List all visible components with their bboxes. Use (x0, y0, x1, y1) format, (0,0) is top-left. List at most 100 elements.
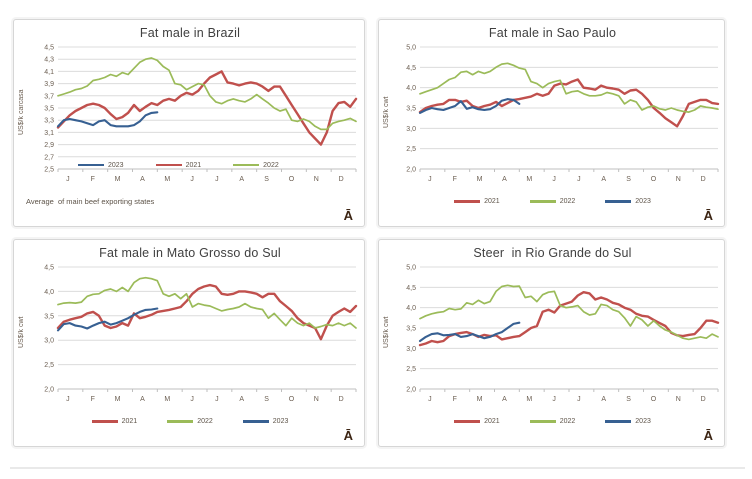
legend-swatch (529, 200, 556, 203)
legend-label: 2022 (263, 161, 279, 169)
svg-text:2,0: 2,0 (44, 387, 54, 394)
svg-text:A: A (140, 396, 145, 403)
legend-item-2021: 2021 (91, 418, 137, 425)
plot-area: 2,0 2,5 3,0 3,5 4,0 4,5 5,0 J F M A M J J A S O N D (390, 41, 724, 194)
legend-swatch (167, 420, 194, 423)
legend-swatch (605, 200, 632, 203)
svg-text:3,0: 3,0 (44, 338, 54, 345)
legend: 2023 2021 2022 (78, 159, 279, 171)
svg-text:N: N (314, 396, 319, 403)
svg-text:3,0: 3,0 (406, 346, 416, 353)
legend-label: 2023 (635, 418, 651, 425)
legend-swatch (91, 420, 118, 423)
legend-swatch (454, 420, 481, 423)
corner-glyph: Ā (703, 208, 713, 223)
svg-text:4,0: 4,0 (406, 85, 416, 92)
chart-panel-mato-grosso: Fat male in Mato Grosso do Sul US$/k cwt… (13, 239, 365, 447)
svg-text:F: F (91, 396, 95, 403)
chart-title: Fat male in Mato Grosso do Sul (99, 246, 281, 260)
svg-text:3,5: 3,5 (44, 313, 54, 320)
footnote: Average of main beef exporting states (26, 197, 155, 206)
plot-area: 2,5 2,7 2,9 3,1 3,3 3,5 3,7 3,9 4,1 4,3 4,5 J F M A M J J… (28, 41, 362, 194)
legend-item-2022: 2022 (167, 418, 213, 425)
svg-text:J: J (552, 396, 556, 403)
legend-item-2022: 2022 (529, 418, 575, 425)
svg-text:S: S (626, 396, 631, 403)
svg-text:S: S (626, 176, 631, 183)
legend-label: 2021 (484, 198, 500, 205)
svg-text:F: F (453, 176, 457, 183)
svg-text:2,7: 2,7 (44, 154, 54, 161)
legend: 2021 2022 2023 (383, 195, 722, 208)
chart-panel-brazil: Fat male in Brazil US$/k carcasa 2,5 2,7 2… (13, 19, 365, 227)
chart-body: US$/k cwt 2,0 2,5 3,0 3,5 4,0 4,5 J F M A M J J A S O N D (18, 261, 362, 414)
svg-text:O: O (651, 396, 657, 403)
svg-text:S: S (264, 176, 269, 183)
svg-text:3,5: 3,5 (406, 326, 416, 333)
svg-text:3,5: 3,5 (406, 106, 416, 113)
legend: 2021 2022 2023 (383, 415, 722, 428)
svg-text:J: J (215, 396, 219, 403)
svg-text:J: J (577, 176, 581, 183)
svg-text:M: M (477, 396, 483, 403)
svg-text:A: A (239, 176, 244, 183)
plot-wrap: 2,0 2,5 3,0 3,5 4,0 4,5 5,0 J F M A M J J A S O N D (390, 261, 724, 414)
legend-swatch (605, 420, 632, 423)
legend-label: 2021 (484, 418, 500, 425)
chart-body: US$/k carcasa 2,5 2,7 2,9 3,1 3,3 3,5 3,7 3,9 4,… (18, 41, 362, 194)
corner-glyph: Ā (703, 428, 713, 443)
legend-item-2022: 2022 (529, 198, 576, 205)
chart-title: Fat male in Sao Paulo (488, 26, 617, 40)
svg-text:A: A (502, 176, 507, 183)
svg-text:M: M (526, 396, 532, 403)
legend-label: 2022 (559, 198, 576, 205)
svg-text:2,0: 2,0 (406, 387, 416, 394)
legend-item-2021: 2021 (155, 162, 201, 169)
svg-text:D: D (339, 396, 344, 403)
legend-swatch (242, 420, 269, 423)
svg-text:J: J (190, 176, 194, 183)
svg-text:4,1: 4,1 (44, 69, 54, 76)
legend-swatch (155, 163, 182, 167)
svg-text:O: O (289, 176, 295, 183)
svg-text:A: A (502, 396, 507, 403)
svg-text:N: N (676, 176, 681, 183)
svg-text:4,0: 4,0 (44, 289, 54, 296)
svg-text:3,1: 3,1 (44, 130, 54, 137)
svg-text:M: M (164, 176, 170, 183)
legend: 2021 2022 2023 (18, 415, 362, 428)
svg-text:M: M (115, 176, 121, 183)
svg-text:2,9: 2,9 (44, 142, 54, 149)
chart-panel-rio-grande: Steer in Rio Grande do Sul US$/k cwt 2,0… (378, 239, 725, 447)
svg-text:O: O (289, 396, 295, 403)
svg-text:A: A (140, 176, 145, 183)
svg-text:2,5: 2,5 (406, 146, 416, 153)
plot-wrap: 2,0 2,5 3,0 3,5 4,0 4,5 5,0 J F M A M J J A S O N D (390, 41, 724, 194)
svg-text:F: F (453, 396, 457, 403)
legend-item-2023: 2023 (605, 418, 651, 425)
svg-text:A: A (601, 176, 606, 183)
corner-glyph: Ā (343, 208, 353, 223)
legend-label: 2023 (272, 418, 289, 425)
chart-body: US$/k cwt 2,0 2,5 3,0 3,5 4,0 4,5 5,0 J F M A M J J A S… (383, 261, 722, 414)
svg-text:2,0: 2,0 (406, 167, 416, 174)
svg-text:3,5: 3,5 (44, 106, 54, 113)
svg-text:S: S (264, 396, 269, 403)
plot-wrap: 2,5 2,7 2,9 3,1 3,3 3,5 3,7 3,9 4,1 4,3 4,5 J F M A M J J… (28, 41, 362, 194)
chart-title: Fat male in Brazil (139, 26, 241, 40)
chart-panel-sao-paulo: Fat male in Sao Paulo US$/k cwt 2,0 2,5 3,… (378, 19, 725, 227)
legend-label: 2022 (197, 418, 213, 425)
legend-item-2023: 2023 (242, 418, 289, 425)
svg-text:N: N (676, 396, 681, 403)
svg-text:3,7: 3,7 (44, 93, 54, 100)
svg-text:5,0: 5,0 (406, 265, 416, 272)
svg-text:3,9: 3,9 (44, 81, 54, 88)
chart-title: Steer in Rio Grande do Sul (473, 246, 632, 260)
svg-text:A: A (601, 396, 606, 403)
y-axis-label: US$/k carcasa (18, 89, 25, 136)
plot-area: 2,0 2,5 3,0 3,5 4,0 4,5 J F M A M J J A S O N D (28, 261, 362, 414)
legend-item-2021: 2021 (454, 198, 500, 205)
svg-text:N: N (314, 176, 319, 183)
y-axis-label: US$/k cwt (383, 316, 390, 349)
svg-text:4,5: 4,5 (44, 265, 54, 272)
